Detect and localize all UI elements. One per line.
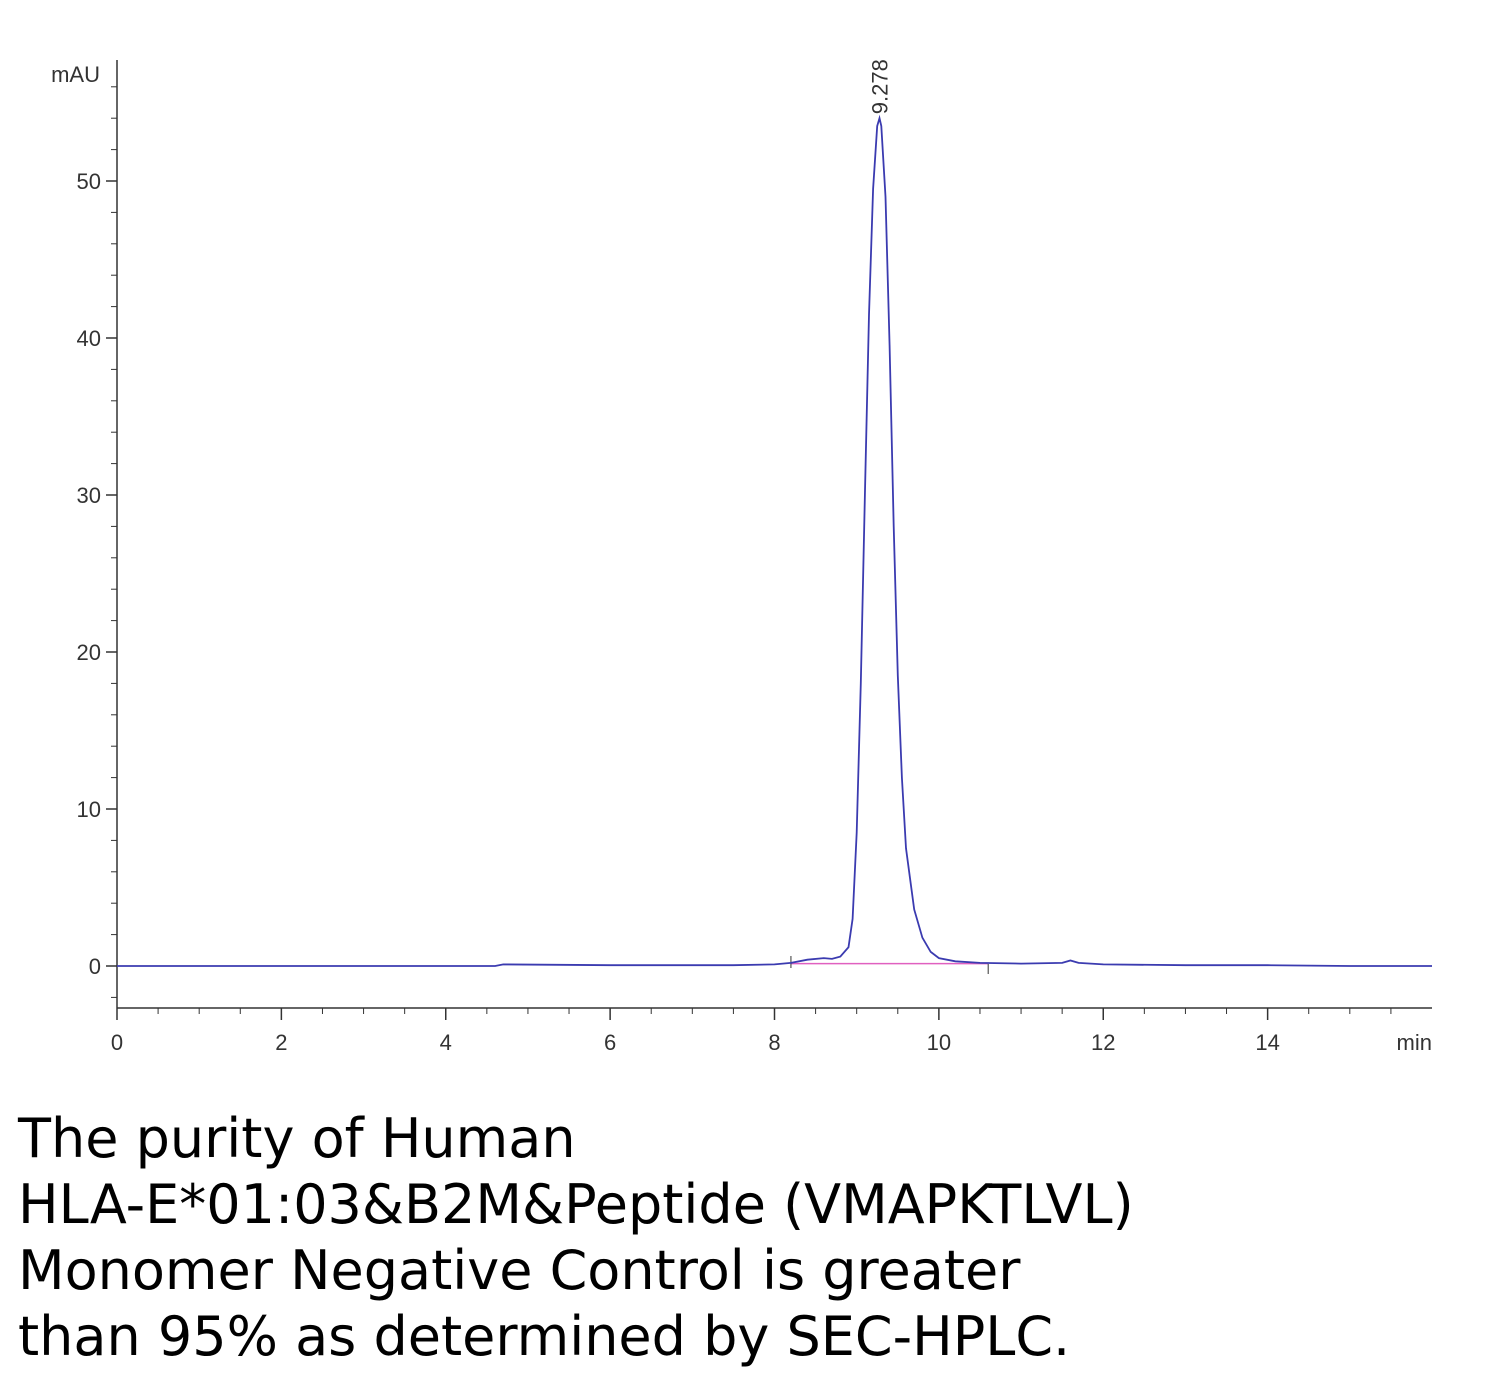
chromatogram-trace (117, 114, 1432, 967)
chart-marks (117, 114, 1432, 974)
y-tick-label: 10 (77, 797, 101, 822)
x-tick-label: 12 (1091, 1030, 1115, 1055)
x-tick-label: 14 (1255, 1030, 1279, 1055)
caption-line: Monomer Negative Control is greater (18, 1239, 1021, 1302)
peak-label: 9.278 (868, 59, 893, 114)
x-tick-label: 0 (111, 1030, 123, 1055)
x-tick-label: 10 (927, 1030, 951, 1055)
x-tick-label: 4 (440, 1030, 452, 1055)
y-tick-label: 0 (89, 954, 101, 979)
x-tick-label: 2 (275, 1030, 287, 1055)
x-tick-label: 6 (604, 1030, 616, 1055)
y-tick-label: 50 (77, 169, 101, 194)
x-axis-label: min (1397, 1030, 1432, 1055)
caption-line: than 95% as determined by SEC-HPLC. (18, 1305, 1071, 1368)
caption-line: HLA-E*01:03&B2M&Peptide (VMAPKTLVL) (18, 1173, 1134, 1236)
x-tick-label: 8 (768, 1030, 780, 1055)
y-tick-label: 20 (77, 640, 101, 665)
caption: The purity of Human HLA-E*01:03&B2M&Pept… (18, 1106, 1488, 1370)
y-tick-label: 40 (77, 326, 101, 351)
y-axis-label: mAU (51, 62, 100, 87)
y-tick-label: 30 (77, 483, 101, 508)
caption-line: The purity of Human (18, 1107, 576, 1170)
chart-axes: 0 10 20 30 40 50 0 2 4 6 8 10 12 14 (77, 60, 1432, 1055)
chromatogram-chart: 0 10 20 30 40 50 0 2 4 6 8 10 12 14 mAU min 9.278 (51, 59, 1432, 1055)
